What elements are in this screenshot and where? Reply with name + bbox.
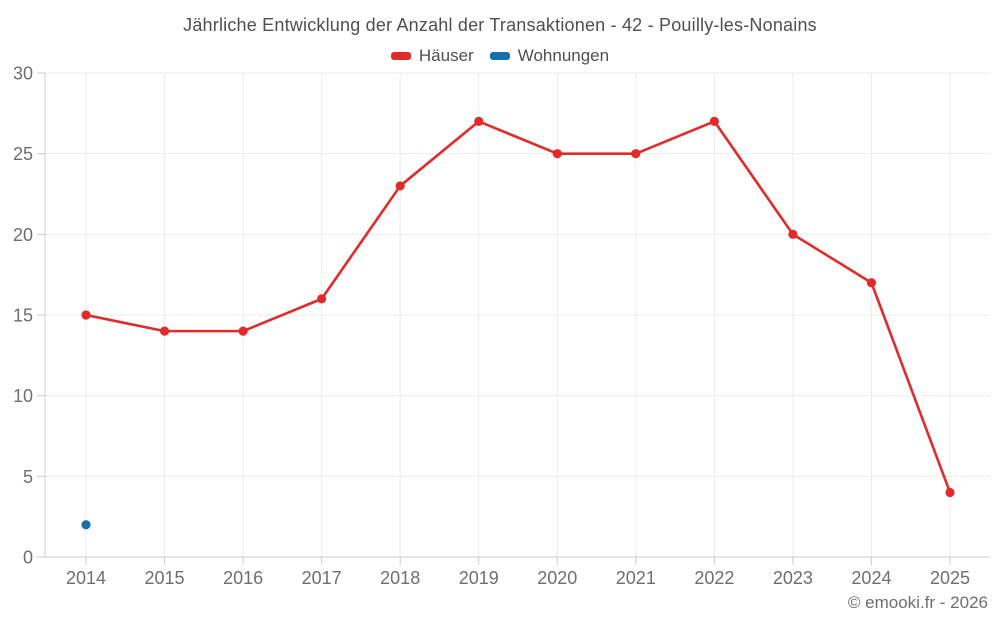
data-point-häuser-2014[interactable] xyxy=(81,310,91,320)
chart-title: Jährliche Entwicklung der Anzahl der Tra… xyxy=(183,15,817,35)
x-tick-label: 2021 xyxy=(616,568,656,588)
x-tick-label: 2019 xyxy=(459,568,499,588)
legend-label-wohnungen: Wohnungen xyxy=(517,46,610,65)
data-point-häuser-2023[interactable] xyxy=(788,229,798,239)
y-tick-label: 20 xyxy=(13,225,33,245)
legend-label-haeuser: Häuser xyxy=(418,46,474,65)
legend-item-wohnungen[interactable]: Wohnungen xyxy=(489,46,610,66)
x-tick-label: 2020 xyxy=(537,568,577,588)
legend: Häuser Wohnungen xyxy=(0,46,1000,66)
x-tick-label: 2017 xyxy=(302,568,342,588)
data-point-häuser-2022[interactable] xyxy=(709,116,719,126)
legend-swatch-haeuser xyxy=(390,52,411,60)
x-tick-label: 2015 xyxy=(145,568,185,588)
x-tick-label: 2016 xyxy=(223,568,263,588)
copyright-label: © emooki.fr - 2026 xyxy=(847,593,988,612)
data-point-häuser-2016[interactable] xyxy=(238,326,248,336)
y-tick-label: 0 xyxy=(23,548,33,568)
x-tick-label: 2018 xyxy=(380,568,420,588)
legend-item-haeuser[interactable]: Häuser xyxy=(390,46,474,66)
y-tick-label: 15 xyxy=(13,306,33,326)
data-point-häuser-2021[interactable] xyxy=(631,149,641,159)
x-tick-label: 2014 xyxy=(66,568,106,588)
legend-swatch-wohnungen xyxy=(489,52,510,60)
data-point-häuser-2019[interactable] xyxy=(474,116,484,126)
x-tick-label: 2024 xyxy=(851,568,891,588)
y-tick-label: 10 xyxy=(13,386,33,406)
data-point-häuser-2020[interactable] xyxy=(552,149,562,159)
data-point-häuser-2024[interactable] xyxy=(866,278,877,288)
data-point-häuser-2018[interactable] xyxy=(395,181,405,191)
data-point-häuser-2025[interactable] xyxy=(945,487,955,498)
x-tick-label: 2025 xyxy=(930,568,970,588)
data-point-häuser-2015[interactable] xyxy=(159,326,170,336)
series-line-häuser xyxy=(84,120,952,494)
x-tick-label: 2022 xyxy=(694,568,734,588)
y-tick-label: 25 xyxy=(13,144,33,164)
data-point-häuser-2017[interactable] xyxy=(317,294,327,304)
x-tick-label: 2023 xyxy=(773,568,813,588)
data-point-wohnungen-2014[interactable] xyxy=(81,520,91,530)
y-tick-label: 5 xyxy=(23,467,33,487)
y-tick-label: 30 xyxy=(13,64,33,84)
